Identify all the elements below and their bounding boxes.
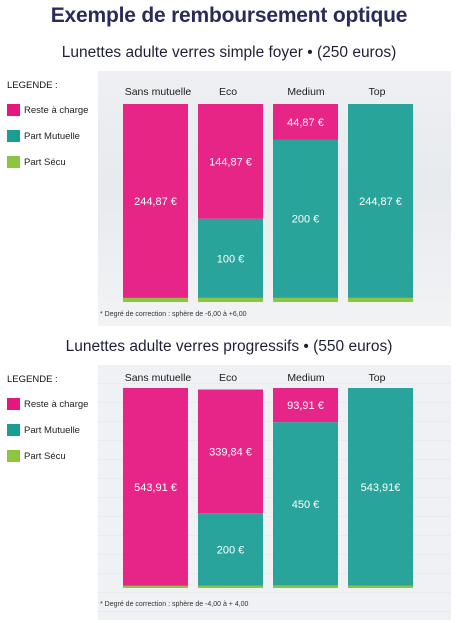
category-label: Sans mutuelle <box>125 86 192 98</box>
chart-panel-simple-foyer: Lunettes adulte verres simple foyer • (2… <box>0 44 458 329</box>
data-label: 543,91 € <box>134 482 177 494</box>
data-label: 244,87 € <box>359 196 402 208</box>
legend-label: Reste à charge <box>24 104 89 116</box>
legend-swatch <box>7 424 20 436</box>
legend-swatch <box>7 156 20 168</box>
footnote: * Degré de correction : sphère de -6,00 … <box>100 311 247 318</box>
legend: LEGENDE : Reste à charge Part Mutuelle P… <box>7 80 97 182</box>
bar-segment-mutuelle <box>273 422 338 586</box>
bar-segment-mutuelle <box>198 218 263 298</box>
category-label: Medium <box>287 86 325 98</box>
bar-chart-progressifs: Sans mutuelle Eco Medium Top 543,91 € 200 € 33… <box>123 372 413 588</box>
legend-item-secu: Part Sécu <box>7 156 97 168</box>
bar-segment-secu <box>198 297 263 302</box>
legend: LEGENDE : Reste à charge Part Mutuelle P… <box>7 374 97 476</box>
category-label: Medium <box>287 372 325 384</box>
bar-segment-mutuelle <box>348 104 413 298</box>
bar-segment-secu <box>273 297 338 302</box>
bar-segment-secu <box>123 585 188 588</box>
bar-segment-reste <box>198 104 263 219</box>
legend-label: Part Sécu <box>24 156 66 168</box>
bar-segment-reste <box>123 104 188 298</box>
data-label: 144,87 € <box>209 156 252 168</box>
bar-segment-mutuelle <box>348 388 413 586</box>
legend-title: LEGENDE : <box>7 80 58 91</box>
legend-swatch <box>7 130 20 142</box>
chart-panel-progressifs: Lunettes adulte verres progressifs • (55… <box>0 338 458 623</box>
bar-segment-reste <box>123 388 188 586</box>
category-label: Sans mutuelle <box>125 372 192 384</box>
bar-segment-mutuelle <box>273 139 338 298</box>
data-label: 339,84 € <box>209 446 252 458</box>
legend-swatch <box>7 450 20 462</box>
legend-label: Part Mutuelle <box>24 130 80 142</box>
data-label: 543,91€ <box>361 482 401 494</box>
category-label: Eco <box>219 86 237 98</box>
legend-title: LEGENDE : <box>7 374 58 385</box>
bar-segment-secu <box>198 585 263 588</box>
data-label: 93,91 € <box>287 400 324 412</box>
data-label: 44,87 € <box>287 117 324 129</box>
category-label: Top <box>369 86 386 98</box>
legend-item-reste: Reste à charge <box>7 398 97 410</box>
legend-item-reste: Reste à charge <box>7 104 97 116</box>
bar-segment-secu <box>273 585 338 588</box>
legend-label: Part Mutuelle <box>24 424 80 436</box>
legend-item-mutuelle: Part Mutuelle <box>7 424 97 436</box>
page-title: Exemple de remboursement optique <box>50 4 408 27</box>
category-label: Top <box>369 372 386 384</box>
bar-segment-secu <box>348 297 413 302</box>
bar-segment-secu <box>123 297 188 302</box>
data-label: 450 € <box>292 499 320 511</box>
data-label: 100 € <box>217 253 245 265</box>
legend-label: Reste à charge <box>24 398 89 410</box>
data-label: 200 € <box>217 544 245 556</box>
legend-swatch <box>7 398 20 410</box>
footnote: * Degré de correction : sphère de -4,00 … <box>100 601 249 608</box>
chart-title: Lunettes adulte verres progressifs • (55… <box>65 338 393 355</box>
bar-segment-secu <box>348 585 413 588</box>
category-label: Eco <box>219 372 237 384</box>
bar-segment-mutuelle <box>198 513 263 586</box>
legend-label: Part Sécu <box>24 450 66 462</box>
legend-item-mutuelle: Part Mutuelle <box>7 130 97 142</box>
bar-segment-reste <box>273 388 338 423</box>
bar-segment-reste <box>198 389 263 514</box>
data-label: 244,87 € <box>134 196 177 208</box>
bar-segment-reste <box>273 104 338 140</box>
data-label: 200 € <box>292 214 320 226</box>
bar-chart-simple-foyer: Sans mutuelle Eco Medium Top 244,87 € 100 € 14… <box>123 86 413 302</box>
chart-title: Lunettes adulte verres simple foyer • (2… <box>61 44 397 61</box>
legend-swatch <box>7 104 20 116</box>
legend-item-secu: Part Sécu <box>7 450 97 462</box>
